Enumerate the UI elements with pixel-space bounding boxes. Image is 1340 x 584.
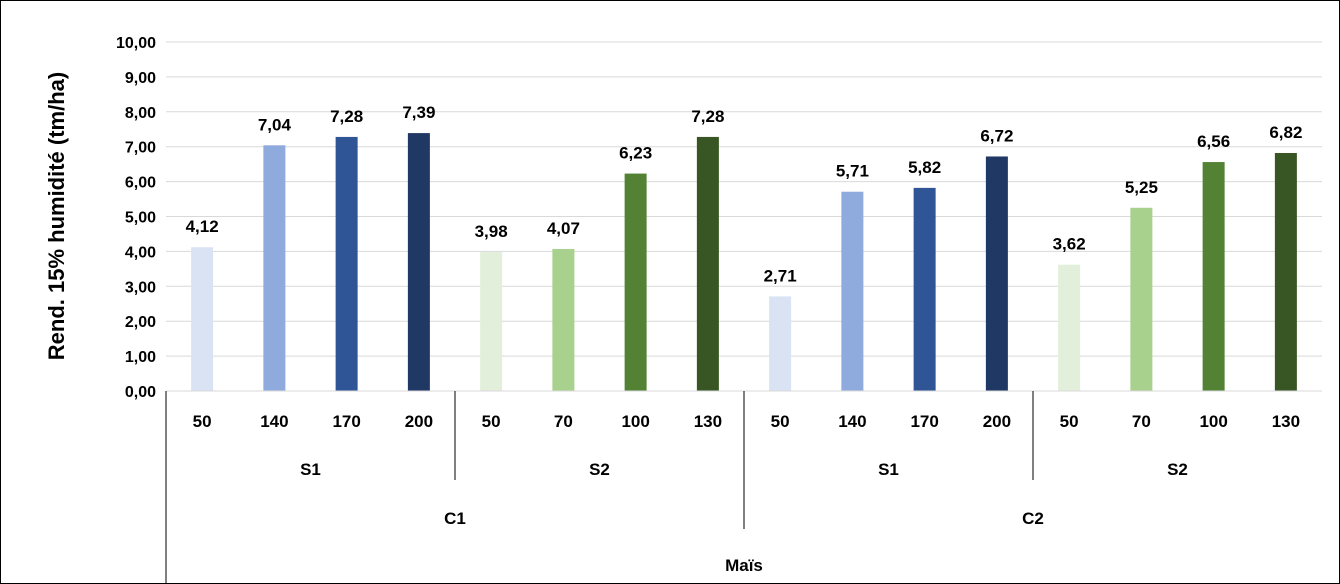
data-label: 6,72 [980,126,1013,145]
bar [407,133,430,392]
data-label: 5,25 [1125,178,1158,197]
bar [985,156,1008,391]
data-label: 6,82 [1269,123,1302,142]
data-label: 4,12 [186,217,219,236]
x-tick-label: 50 [482,412,501,431]
data-label: 4,07 [547,219,580,238]
x-tick-label: 50 [1060,412,1079,431]
x-group-level2-label: S1 [300,460,321,479]
x-tick-label: 100 [621,412,649,431]
bar [696,136,719,391]
data-label: 7,28 [691,107,724,126]
bar [913,187,936,391]
bars [191,133,1297,392]
data-label: 2,71 [764,266,797,285]
bar [1130,207,1153,391]
bar [335,136,358,391]
y-tick-label: 8,00 [125,105,156,122]
y-tick-label: 7,00 [125,140,156,157]
y-axis-ticks: 0,00 1,00 2,00 3,00 4,00 5,00 6,00 7,00 8,00 9,00… [116,35,156,401]
y-axis-title: Rend. 15% humidité (tm/ha) [44,72,69,360]
x-group-level4-label: Maïs [725,556,763,575]
x-tick-label: 170 [332,412,360,431]
x-tick-label: 130 [1272,412,1300,431]
bar [769,296,792,391]
bar [841,191,864,391]
x-group-level3-label: C2 [1022,509,1044,528]
x-tick-label: 140 [838,412,866,431]
data-label: 5,71 [836,162,869,181]
data-label: 3,98 [475,222,508,241]
x-tick-label: 70 [1132,412,1151,431]
x-tick-label: 200 [405,412,433,431]
bar [480,252,503,391]
y-tick-label: 10,00 [116,35,156,52]
bar [1058,264,1081,391]
y-tick-label: 5,00 [125,210,156,227]
y-tick-label: 6,00 [125,175,156,192]
y-tick-label: 3,00 [125,279,156,296]
y-tick-label: 0,00 [125,384,156,401]
data-label: 3,62 [1053,235,1086,254]
x-tick-label: 100 [1199,412,1227,431]
y-tick-label: 4,00 [125,244,156,261]
y-tick-label: 1,00 [125,349,156,366]
y-tick-label: 2,00 [125,314,156,331]
x-tick-label: 130 [694,412,722,431]
x-tick-label: 200 [983,412,1011,431]
data-label: 6,56 [1197,132,1230,151]
bar [624,173,647,391]
gridlines [166,41,1322,357]
y-tick-label: 9,00 [125,70,156,87]
x-tick-label: 50 [193,412,212,431]
bar [191,247,214,391]
x-tick-label: 50 [771,412,790,431]
data-label: 5,82 [908,158,941,177]
data-label: 7,28 [330,107,363,126]
x-tick-label: 70 [554,412,573,431]
data-label: 7,39 [402,103,435,122]
x-group-level2-label: S2 [589,460,610,479]
x-axis: 50 140 170 200 50 70 100 130 50 140 170 200 50 70 100 1… [165,390,1322,584]
x-group-level3-label: C1 [444,509,466,528]
data-label: 6,23 [619,144,652,163]
data-label: 7,04 [258,115,292,134]
x-group-level2-label: S1 [878,460,899,479]
bar [1202,162,1225,391]
x-group-level2-label: S2 [1167,460,1188,479]
data-labels: 4,12 7,04 7,28 7,39 3,98 4,07 6,23 7,28 2,71 5,71… [186,103,1303,285]
x-tick-label: 140 [260,412,288,431]
bar [263,145,286,391]
bar [552,248,575,391]
bar [1274,152,1297,391]
x-tick-label: 170 [910,412,938,431]
